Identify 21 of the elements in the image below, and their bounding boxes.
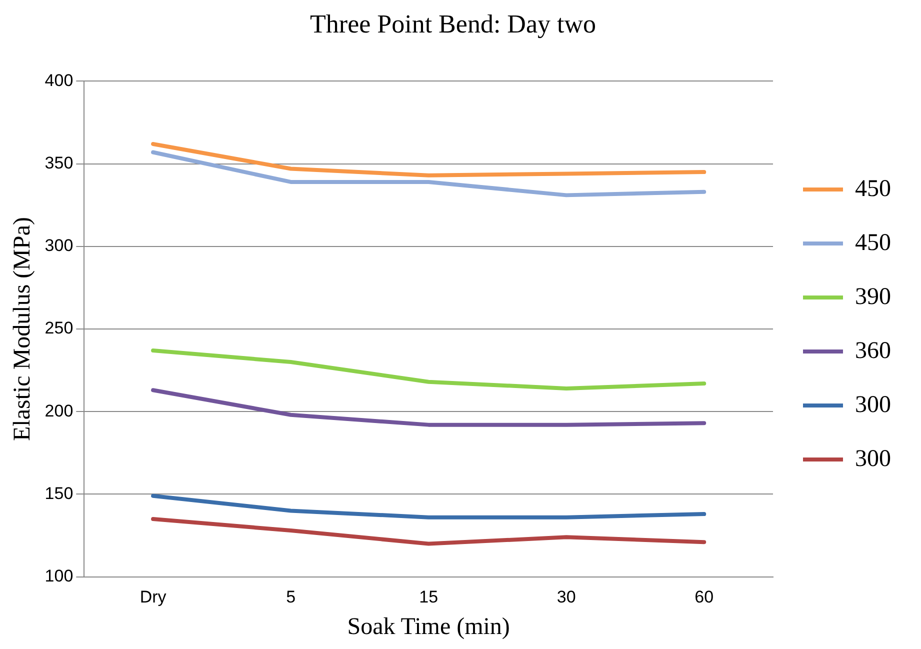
x-tick-label: 5 bbox=[286, 588, 296, 607]
x-tick-label: 15 bbox=[419, 588, 438, 607]
y-tick-label: 300 bbox=[44, 236, 74, 256]
legend-label: 390 bbox=[855, 284, 891, 310]
y-tick-label: 200 bbox=[44, 401, 74, 420]
y-axis-title: Elastic Modulus (MPa) bbox=[10, 217, 36, 441]
y-tick-label: 350 bbox=[44, 153, 74, 172]
x-tick-label: Dry bbox=[140, 588, 167, 607]
x-tick-label: 60 bbox=[694, 588, 714, 607]
legend-label: 360 bbox=[855, 338, 891, 364]
x-tick-label: 30 bbox=[556, 588, 576, 607]
legend-label: 300 bbox=[855, 446, 891, 472]
x-axis-title: Soak Time (min) bbox=[347, 614, 510, 640]
y-tick-label: 400 bbox=[44, 70, 74, 90]
y-tick-label: 150 bbox=[44, 484, 74, 503]
chart-title: Three Point Bend: Day two bbox=[310, 9, 596, 38]
y-tick-label: 250 bbox=[44, 318, 74, 338]
legend-label: 450 bbox=[855, 230, 891, 256]
legend-label: 450 bbox=[855, 176, 891, 202]
y-tick-label: 100 bbox=[44, 566, 74, 586]
legend-label: 300 bbox=[855, 392, 891, 418]
